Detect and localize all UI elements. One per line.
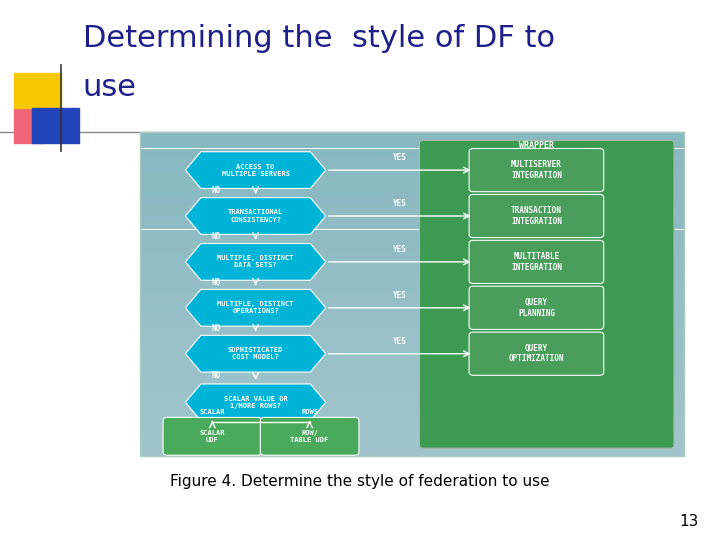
FancyBboxPatch shape xyxy=(163,417,262,455)
Text: YES: YES xyxy=(392,199,407,208)
Text: NO: NO xyxy=(212,324,220,333)
Bar xyxy=(140,278,684,286)
Text: ROW/
TABLE UDF: ROW/ TABLE UDF xyxy=(290,430,329,443)
Text: YES: YES xyxy=(392,337,407,346)
FancyBboxPatch shape xyxy=(469,332,603,375)
Bar xyxy=(140,375,684,383)
Bar xyxy=(140,221,684,229)
Bar xyxy=(140,432,684,440)
FancyBboxPatch shape xyxy=(469,286,603,329)
Text: ROWS: ROWS xyxy=(301,409,318,415)
FancyBboxPatch shape xyxy=(261,417,359,455)
Bar xyxy=(140,351,684,359)
Bar xyxy=(140,205,684,213)
Text: 13: 13 xyxy=(679,514,698,529)
Bar xyxy=(140,213,684,221)
Text: YES: YES xyxy=(392,153,407,163)
Bar xyxy=(140,246,684,254)
Text: MULTITABLE
INTEGRATION: MULTITABLE INTEGRATION xyxy=(511,252,562,272)
Text: Figure 4. Determine the style of federation to use: Figure 4. Determine the style of federat… xyxy=(170,474,550,489)
Bar xyxy=(140,286,684,294)
Bar xyxy=(140,310,684,319)
Text: TRANSACTIONAL
CONSISTENCY?: TRANSACTIONAL CONSISTENCY? xyxy=(228,210,283,222)
FancyBboxPatch shape xyxy=(469,240,603,284)
Bar xyxy=(14,108,43,143)
Text: SCALAR: SCALAR xyxy=(199,409,225,415)
Text: MULTISERVER
INTEGRATION: MULTISERVER INTEGRATION xyxy=(511,160,562,180)
Text: NO: NO xyxy=(212,371,220,380)
Text: TRANSACTION
INTEGRATION: TRANSACTION INTEGRATION xyxy=(511,206,562,226)
Bar xyxy=(140,319,684,327)
Polygon shape xyxy=(185,152,325,188)
Bar xyxy=(140,400,684,408)
Text: SOPHISTICATED
COST MODEL?: SOPHISTICATED COST MODEL? xyxy=(228,347,283,360)
Polygon shape xyxy=(185,335,325,372)
Bar xyxy=(140,230,684,238)
Text: ACCESS TO
MULTIPLE SERVERS: ACCESS TO MULTIPLE SERVERS xyxy=(222,164,289,177)
Bar xyxy=(140,238,684,246)
Bar xyxy=(140,335,684,343)
Bar xyxy=(140,327,684,335)
Text: NO: NO xyxy=(212,278,220,287)
Polygon shape xyxy=(185,244,325,280)
Text: YES: YES xyxy=(392,291,407,300)
Bar xyxy=(32,108,79,143)
Bar xyxy=(140,392,684,400)
Bar xyxy=(140,416,684,424)
Text: SCALAR
UDF: SCALAR UDF xyxy=(199,430,225,443)
Text: MULTIPLE, DISTINCT
OPERATIONS?: MULTIPLE, DISTINCT OPERATIONS? xyxy=(217,301,294,314)
Bar xyxy=(140,448,684,456)
Text: Determining the  style of DF to: Determining the style of DF to xyxy=(83,24,555,53)
Polygon shape xyxy=(185,198,325,234)
FancyBboxPatch shape xyxy=(469,194,603,238)
Bar xyxy=(140,343,684,351)
Bar xyxy=(140,408,684,416)
Bar xyxy=(140,189,684,197)
FancyBboxPatch shape xyxy=(420,140,674,448)
Bar xyxy=(140,294,684,302)
Bar xyxy=(140,367,684,375)
Bar xyxy=(140,262,684,270)
Text: NO: NO xyxy=(212,186,220,195)
Bar xyxy=(140,302,684,310)
Text: NO: NO xyxy=(212,232,220,241)
Text: QUERY
PLANNING: QUERY PLANNING xyxy=(518,298,555,318)
Polygon shape xyxy=(185,384,325,421)
FancyBboxPatch shape xyxy=(469,148,603,192)
Text: MULTIPLE, DISTINCT
DATA SETS?: MULTIPLE, DISTINCT DATA SETS? xyxy=(217,255,294,268)
Bar xyxy=(140,132,684,140)
Text: YES: YES xyxy=(392,245,407,254)
Bar xyxy=(140,140,684,148)
Text: QUERY
OPTIMIZATION: QUERY OPTIMIZATION xyxy=(508,344,564,363)
Text: SCALAR VALUE OR
1/MORE ROWS?: SCALAR VALUE OR 1/MORE ROWS? xyxy=(224,396,287,409)
Bar xyxy=(140,181,684,189)
Bar xyxy=(140,383,684,392)
Polygon shape xyxy=(185,289,325,326)
Bar xyxy=(140,424,684,432)
Text: WRAPPER: WRAPPER xyxy=(519,141,554,150)
Text: use: use xyxy=(83,73,137,102)
Bar xyxy=(140,270,684,278)
Bar xyxy=(140,197,684,205)
Bar xyxy=(140,440,684,448)
Bar xyxy=(140,148,684,157)
Bar xyxy=(140,254,684,262)
Bar xyxy=(140,157,684,165)
Bar xyxy=(140,165,684,173)
Bar xyxy=(140,173,684,181)
Bar xyxy=(140,359,684,367)
Bar xyxy=(14,73,61,108)
